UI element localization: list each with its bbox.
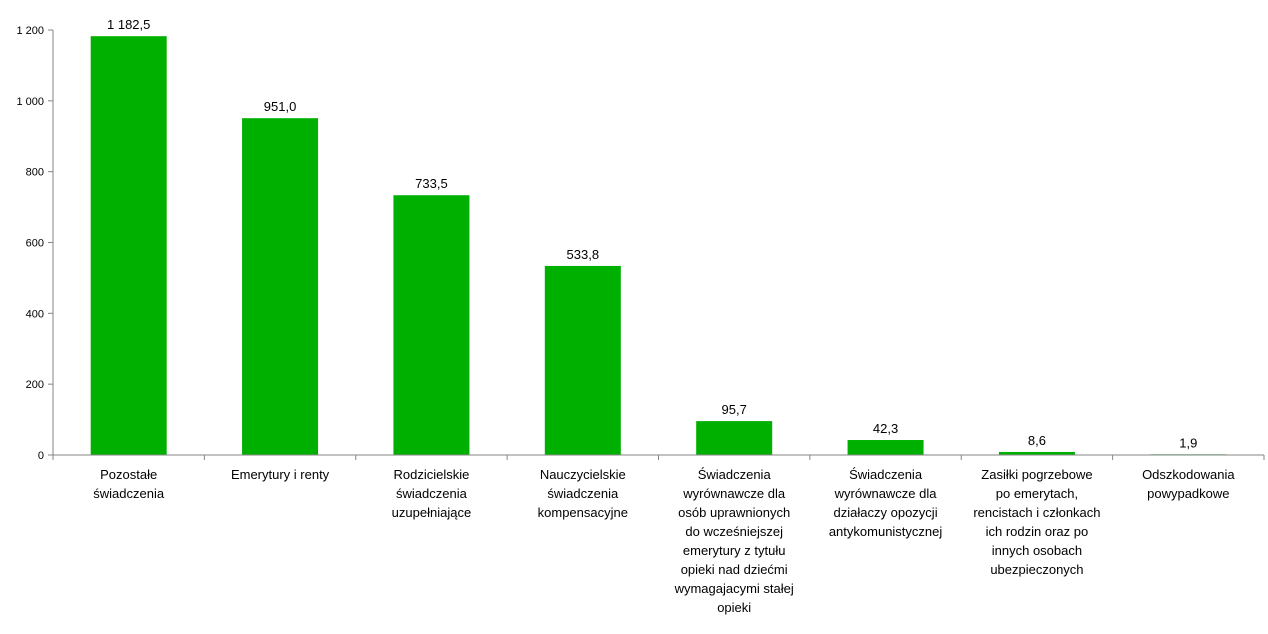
x-category-label: Zasiłki pogrzebowe po emerytach, rencist…: [973, 467, 1101, 577]
y-tick-label: 1 000: [16, 96, 44, 108]
data-label: 95,7: [722, 402, 747, 417]
x-category-label: Odszkodowania powypadkowe: [1142, 467, 1235, 501]
bar: [393, 195, 470, 455]
x-category-label: Świadczenia wyrównawcze dla działaczy op…: [828, 467, 943, 539]
x-category-label: Emerytury i renty: [230, 467, 330, 482]
x-category-label: Rodzicielskie świadczenia uzupełniające: [391, 467, 472, 520]
data-label: 1,9: [1179, 435, 1197, 450]
data-label: 1 182,5: [107, 17, 150, 32]
data-label: 8,6: [1028, 433, 1046, 448]
x-category-label: Pozostałe świadczenia: [93, 467, 165, 501]
bar: [90, 36, 167, 456]
bar: [998, 451, 1075, 455]
y-tick-label: 200: [26, 379, 44, 391]
data-label: 533,8: [567, 247, 600, 262]
y-tick-label: 400: [26, 308, 44, 320]
data-labels-group: 1 182,5 951,0 733,5 533,8 95,7 42,3 8,6 1,9: [107, 17, 1197, 450]
y-tick-label: 800: [26, 167, 44, 179]
bar: [696, 421, 773, 455]
x-category-label: Świadczenia wyrównawcze dla osób uprawni…: [674, 467, 794, 615]
bar: [847, 440, 924, 455]
bar: [544, 265, 621, 455]
data-label: 42,3: [873, 421, 898, 436]
bar: [242, 118, 319, 455]
y-tick-label: 0: [38, 450, 44, 462]
y-tick-label: 600: [26, 238, 44, 250]
data-label: 733,5: [415, 176, 448, 191]
bars-group: [90, 36, 1227, 456]
y-ticks-group: 0 200 400 600 800 1 000 1 200: [16, 25, 53, 462]
x-category-label: Nauczycielskie świadczenia kompensacyjne: [537, 467, 628, 520]
axes-group: [52, 30, 1265, 460]
y-tick-label: 1 200: [16, 25, 44, 37]
data-label: 951,0: [264, 99, 297, 114]
